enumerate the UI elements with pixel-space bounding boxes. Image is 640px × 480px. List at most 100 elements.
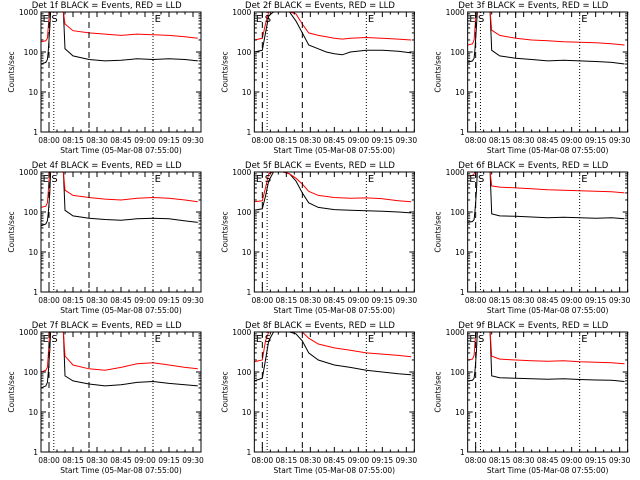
x-tick-label: 08:15 xyxy=(276,456,298,465)
y-tick-label: 1000 xyxy=(232,168,251,177)
y-tick-label: 1 xyxy=(33,288,38,297)
y-tick-label: 10 xyxy=(455,408,465,417)
x-axis-label: Start Time (05-Mar-08 07:55:00) xyxy=(60,146,182,155)
marker-label: E xyxy=(155,174,161,185)
x-tick-label: 08:45 xyxy=(324,456,346,465)
y-tick-label: 10 xyxy=(242,408,252,417)
series-line-events xyxy=(254,11,412,56)
x-tick-label: 08:45 xyxy=(537,136,559,145)
marker-label: S xyxy=(478,174,484,185)
x-tick-label: 08:45 xyxy=(537,456,559,465)
marker-label: S xyxy=(265,174,271,185)
y-tick-label: 100 xyxy=(237,368,252,377)
x-tick-label: 08:00 xyxy=(252,456,274,465)
x-tick-label: 08:45 xyxy=(324,296,346,305)
x-tick-label: 09:15 xyxy=(585,136,607,145)
x-tick-label: 09:00 xyxy=(348,296,370,305)
x-tick-label: 09:30 xyxy=(609,136,631,145)
marker-label: S xyxy=(51,334,57,345)
marker-label: E xyxy=(256,14,262,25)
x-tick-label: 09:30 xyxy=(182,136,204,145)
y-tick-label: 1000 xyxy=(232,8,251,17)
y-tick-label: 100 xyxy=(450,48,465,57)
x-tick-label: 09:00 xyxy=(561,456,583,465)
x-tick-label: 09:00 xyxy=(561,136,583,145)
x-tick-label: 09:30 xyxy=(182,456,204,465)
x-tick-label: 09:30 xyxy=(396,456,418,465)
marker-label: S xyxy=(478,14,484,25)
series-line-lld xyxy=(467,331,625,365)
marker-label: E xyxy=(368,14,374,25)
y-tick-label: 1 xyxy=(247,128,252,137)
x-axis-label: Start Time (05-Mar-08 07:55:00) xyxy=(487,466,609,475)
y-tick-label: 100 xyxy=(237,208,252,217)
x-tick-label: 09:15 xyxy=(158,456,180,465)
chart-title: Det 2f BLACK = Events, RED = LLD xyxy=(245,1,395,11)
y-axis-label: Counts/sec xyxy=(434,371,443,412)
x-tick-label: 08:15 xyxy=(276,136,298,145)
y-axis-label: Counts/sec xyxy=(434,51,443,92)
x-axis-label: Start Time (05-Mar-08 07:55:00) xyxy=(487,306,609,315)
x-tick-label: 08:30 xyxy=(300,456,322,465)
x-tick-label: 09:30 xyxy=(609,296,631,305)
x-tick-label: 08:30 xyxy=(86,136,108,145)
y-tick-label: 10 xyxy=(242,88,252,97)
x-tick-label: 09:15 xyxy=(372,296,394,305)
marker-label: S xyxy=(51,174,57,185)
x-tick-label: 08:45 xyxy=(324,136,346,145)
x-tick-label: 09:15 xyxy=(585,296,607,305)
y-tick-label: 1 xyxy=(247,288,252,297)
y-tick-label: 1 xyxy=(460,288,465,297)
x-axis-label: Start Time (05-Mar-08 07:55:00) xyxy=(274,146,396,155)
x-tick-label: 08:15 xyxy=(62,456,84,465)
x-tick-label: 08:15 xyxy=(62,136,84,145)
marker-label: E xyxy=(368,174,374,185)
x-tick-label: 09:30 xyxy=(182,296,204,305)
x-tick-label: 08:00 xyxy=(465,296,487,305)
y-tick-label: 100 xyxy=(24,368,39,377)
plot-frame xyxy=(253,171,415,293)
x-tick-label: 09:15 xyxy=(372,136,394,145)
y-tick-label: 10 xyxy=(28,248,38,257)
x-tick-label: 09:15 xyxy=(158,136,180,145)
x-tick-label: 09:00 xyxy=(348,136,370,145)
marker-label: E xyxy=(469,174,475,185)
y-tick-label: 1 xyxy=(33,128,38,137)
y-axis-label: Counts/sec xyxy=(434,211,443,252)
marker-label: E xyxy=(43,14,49,25)
x-tick-label: 08:30 xyxy=(86,296,108,305)
x-tick-label: 09:00 xyxy=(134,456,156,465)
x-axis-label: Start Time (05-Mar-08 07:55:00) xyxy=(274,466,396,475)
x-tick-label: 08:00 xyxy=(465,456,487,465)
series-line-lld xyxy=(254,331,412,363)
y-tick-label: 1000 xyxy=(446,8,465,17)
x-tick-label: 09:15 xyxy=(158,296,180,305)
chart-title: Det 6f BLACK = Events, RED = LLD xyxy=(458,161,608,171)
y-tick-label: 1 xyxy=(247,448,252,457)
series-line-lld xyxy=(40,331,198,373)
series-line-events xyxy=(467,171,625,223)
x-tick-label: 08:15 xyxy=(276,296,298,305)
x-tick-label: 08:45 xyxy=(110,456,132,465)
series-line-events xyxy=(40,11,198,65)
x-tick-label: 08:15 xyxy=(62,296,84,305)
y-axis-label: Counts/sec xyxy=(7,211,16,252)
plot-frame xyxy=(40,11,202,133)
x-tick-label: 08:00 xyxy=(38,456,60,465)
x-tick-label: 08:15 xyxy=(489,136,511,145)
series-line-events xyxy=(467,11,625,65)
x-tick-label: 08:00 xyxy=(38,136,60,145)
y-tick-label: 1000 xyxy=(232,328,251,337)
x-axis-label: Start Time (05-Mar-08 07:55:00) xyxy=(60,306,182,315)
marker-label: E xyxy=(155,14,161,25)
x-tick-label: 09:30 xyxy=(609,456,631,465)
marker-label: S xyxy=(51,14,57,25)
chart-title: Det 8f BLACK = Events, RED = LLD xyxy=(245,321,395,331)
x-tick-label: 08:45 xyxy=(537,296,559,305)
chart-title: Det 3f BLACK = Events, RED = LLD xyxy=(458,1,608,11)
